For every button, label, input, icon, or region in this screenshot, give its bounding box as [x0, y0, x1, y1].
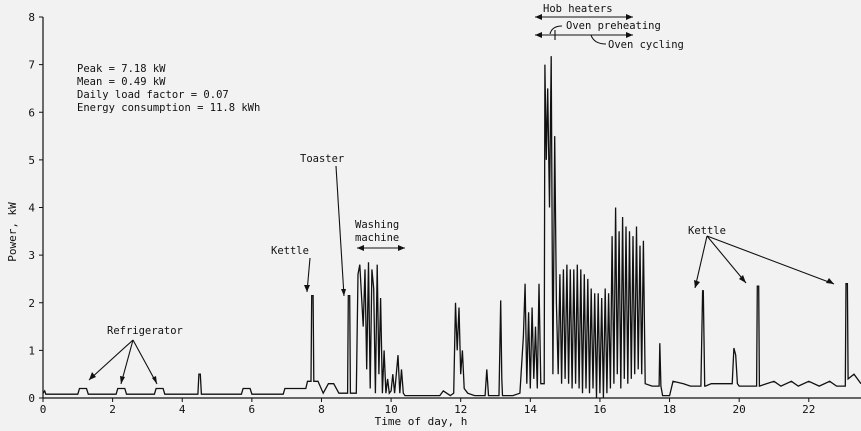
leader-oven-preheating — [549, 25, 563, 35]
y-tick-label: 6 — [28, 106, 35, 119]
arrowhead-toaster — [341, 289, 346, 296]
x-axis-label: Time of day, h — [375, 415, 468, 428]
arrowhead-refrigerator-1 — [89, 372, 96, 380]
label-oven-preheating: Oven preheating — [566, 20, 661, 32]
y-tick-label: 8 — [28, 11, 35, 24]
arrow-refrigerator-1 — [88, 339, 134, 381]
arrowhead-refrigerator-3 — [152, 376, 157, 384]
label-washing-line2: machine — [355, 232, 399, 244]
arrow-kettle-evening-1 — [694, 235, 708, 289]
label-kettle-morning: Kettle — [271, 245, 309, 257]
x-tick-label: 20 — [733, 403, 746, 416]
arrowhead-washing-right — [398, 245, 405, 251]
arrowhead-kettle-evening-1 — [694, 280, 700, 288]
stat-load-factor: Daily load factor = 0.07 — [77, 89, 229, 101]
leader-oven-cycling — [590, 34, 607, 45]
arrowhead-washing-left — [357, 245, 364, 251]
arrowhead-hob-right — [626, 14, 633, 20]
label-refrigerator: Refrigerator — [107, 325, 183, 337]
label-hob-heaters: Hob heaters — [543, 3, 613, 15]
x-tick-label: 12 — [454, 403, 467, 416]
stats-box: Peak = 7.18 kW Mean = 0.49 kW Daily load… — [77, 63, 260, 114]
x-tick-label: 16 — [593, 403, 606, 416]
y-tick-label: 5 — [28, 154, 35, 167]
arrowhead-oven-right — [626, 32, 633, 38]
power-series-line — [42, 56, 861, 399]
x-tick-label: 8 — [318, 403, 325, 416]
x-tick-label: 2 — [109, 403, 116, 416]
x-tick-label: 18 — [663, 403, 676, 416]
label-oven-cycling: Oven cycling — [608, 39, 684, 51]
y-tick-label: 0 — [28, 392, 35, 405]
label-toaster: Toaster — [300, 153, 344, 165]
y-tick-label: 4 — [28, 202, 35, 215]
y-ticks: 0 1 2 3 4 5 6 7 8 — [28, 11, 43, 405]
arrow-refrigerator-3 — [132, 339, 158, 385]
arrowhead-oven-left — [535, 32, 542, 38]
y-tick-label: 1 — [28, 344, 35, 357]
x-tick-label: 14 — [524, 403, 538, 416]
label-kettle-evening: Kettle — [688, 225, 726, 237]
arrowhead-kettle-morning — [304, 285, 310, 292]
x-ticks: 0 2 4 6 8 10 12 14 16 18 20 22 — [40, 398, 815, 416]
arrowhead-kettle-evening-2 — [739, 275, 746, 283]
x-tick-label: 4 — [179, 403, 186, 416]
y-axis-label: Power, kW — [6, 202, 19, 262]
series-layer — [42, 56, 861, 399]
label-washing-line1: Washing — [355, 219, 399, 231]
stat-energy: Energy consumption = 11.8 kWh — [77, 102, 260, 114]
y-tick-label: 7 — [28, 59, 35, 72]
x-tick-label: 22 — [802, 403, 815, 416]
annotation-arrows — [88, 16, 835, 385]
arrow-kettle-evening-3 — [706, 235, 835, 285]
arrow-toaster — [335, 165, 345, 297]
arrowheads — [89, 14, 834, 384]
arrowhead-hob-left — [535, 14, 542, 20]
arrow-kettle-evening-2 — [706, 235, 747, 284]
x-tick-label: 6 — [249, 403, 256, 416]
arrowhead-kettle-evening-3 — [826, 278, 834, 284]
arrowhead-refrigerator-2 — [120, 376, 125, 384]
x-tick-label: 10 — [384, 403, 397, 416]
y-tick-label: 2 — [28, 297, 35, 310]
y-tick-label: 3 — [28, 249, 35, 262]
x-tick-label: 0 — [40, 403, 47, 416]
stat-mean: Mean = 0.49 kW — [77, 76, 166, 88]
stat-peak: Peak = 7.18 kW — [77, 63, 166, 75]
